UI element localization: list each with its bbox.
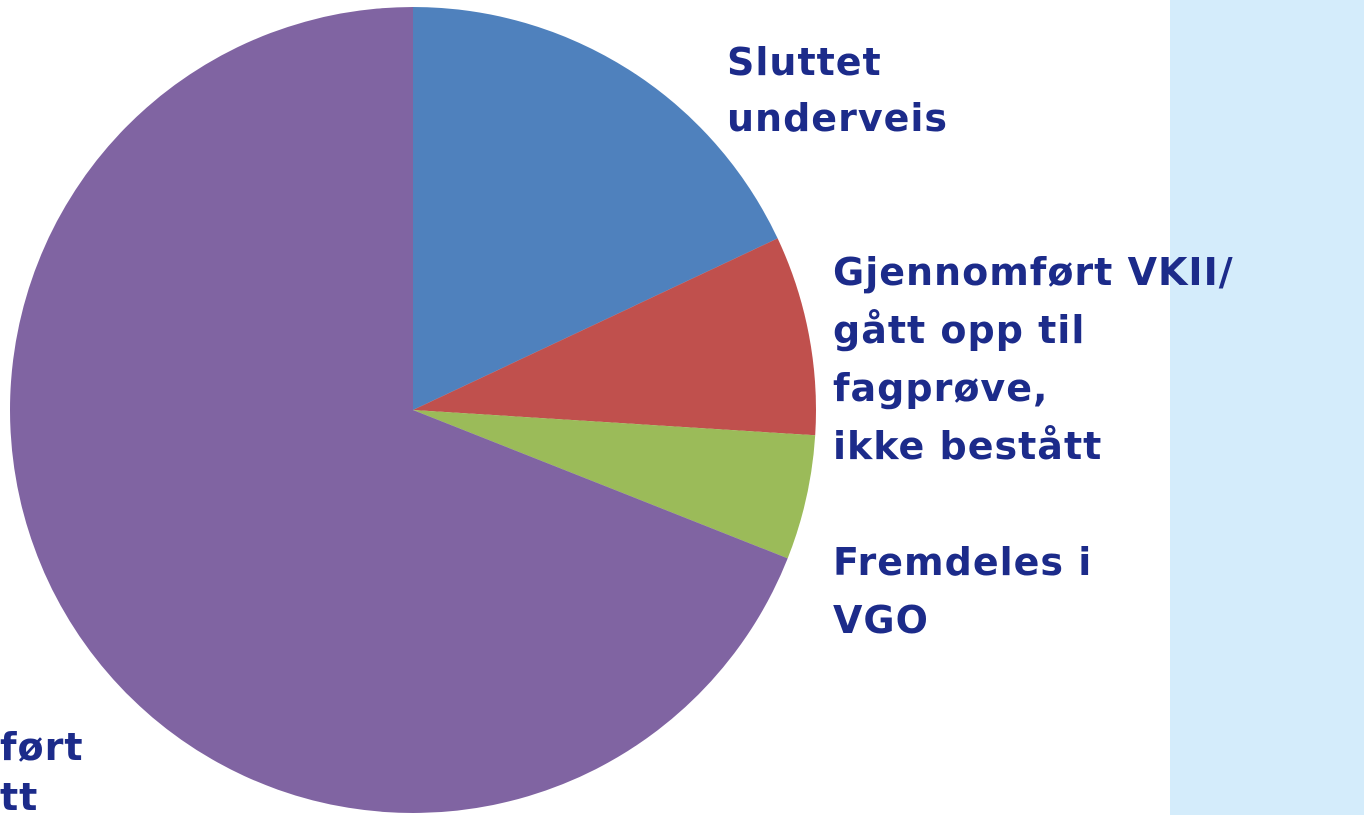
slice-label: Gjennomført VKII/: [833, 250, 1234, 294]
side-panel: [1170, 0, 1364, 815]
slice-label: ikke bestått: [833, 424, 1102, 468]
slice-label: VGO: [833, 598, 929, 642]
slice-label: ført: [0, 725, 84, 769]
pie-slice: [413, 238, 816, 436]
slice-label: Sluttet: [727, 40, 882, 84]
slice-label: gått opp til: [833, 308, 1085, 352]
pie-slice: [10, 7, 788, 813]
slice-label: Fremdeles i: [833, 540, 1092, 584]
slice-label: tt: [0, 775, 38, 815]
pie-slice: [413, 410, 816, 559]
slice-label: fagprøve,: [833, 366, 1048, 410]
pie-slice: [413, 7, 778, 410]
slice-label: underveis: [727, 96, 948, 140]
